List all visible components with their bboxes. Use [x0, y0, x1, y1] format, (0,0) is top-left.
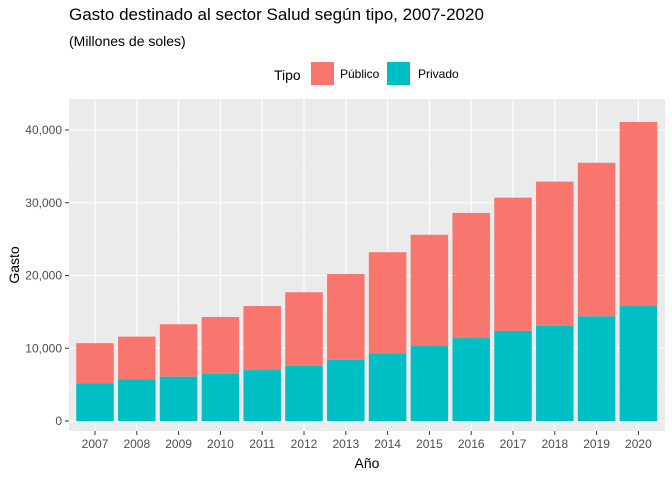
x-tick-label: 2020: [625, 437, 652, 451]
bar-privado-2011: [243, 370, 281, 421]
bar-privado-2008: [118, 379, 156, 421]
bar-privado-2012: [285, 365, 323, 421]
x-tick-label: 2011: [249, 437, 275, 451]
x-tick-label: 2009: [165, 437, 192, 451]
bar-publico-2009: [159, 324, 198, 377]
y-tick-label: 10,000: [25, 341, 62, 355]
bar-publico-2008: [118, 336, 156, 380]
legend: Tipo Público Privado: [274, 62, 459, 85]
x-axis: 2007 2008 2009 2010 2011 2012 2013 2014 2015 2016…: [82, 431, 652, 451]
bar-privado-2019: [577, 316, 616, 421]
bar-privado-2018: [536, 325, 574, 421]
bar-publico-2020: [619, 121, 658, 307]
y-tick-label: 0: [55, 414, 62, 428]
bar-publico-2007: [76, 343, 114, 384]
bar-privado-2015: [410, 346, 449, 421]
x-tick-label: 2015: [416, 437, 443, 451]
x-tick-label: 2007: [82, 437, 109, 451]
bar-privado-2013: [327, 359, 365, 421]
x-tick-label: 2017: [500, 437, 527, 451]
bar-publico-2018: [536, 181, 574, 326]
x-tick-label: 2013: [332, 437, 359, 451]
bar-publico-2011: [243, 306, 281, 371]
y-axis-title: Gasto: [6, 246, 22, 284]
bar-privado-2017: [494, 330, 532, 421]
x-tick-label: 2012: [291, 437, 318, 451]
legend-swatch-publico: [311, 62, 334, 85]
bar-privado-2010: [201, 373, 240, 421]
bar-privado-2020: [619, 306, 658, 421]
legend-label-publico: Público: [340, 67, 380, 81]
chart-subtitle: (Millones de soles): [69, 33, 186, 49]
chart-title: Gasto destinado al sector Salud según ti…: [69, 5, 484, 24]
x-tick-label: 2016: [458, 437, 485, 451]
y-axis: 0 10,000 20,000 30,000 40,000: [25, 123, 69, 428]
bar-privado-2014: [368, 353, 407, 421]
bar-publico-2010: [201, 316, 240, 374]
x-tick-label: 2010: [207, 437, 234, 451]
bar-publico-2015: [410, 234, 449, 347]
y-tick-label: 30,000: [25, 196, 62, 210]
x-tick-label: 2018: [541, 437, 568, 451]
bars: [76, 121, 658, 421]
plot-panel: [69, 99, 665, 431]
x-tick-label: 2019: [583, 437, 610, 451]
x-tick-label: 2014: [374, 437, 401, 451]
bar-publico-2013: [327, 274, 365, 360]
legend-label-privado: Privado: [418, 67, 459, 81]
bar-publico-2012: [285, 292, 323, 366]
x-axis-title: Año: [355, 455, 380, 471]
bar-privado-2016: [452, 338, 490, 421]
y-tick-label: 20,000: [25, 269, 62, 283]
x-tick-label: 2008: [123, 437, 150, 451]
legend-swatch-privado: [387, 62, 410, 85]
bar-publico-2019: [577, 162, 616, 317]
bar-publico-2014: [368, 252, 407, 354]
legend-title: Tipo: [274, 67, 301, 83]
bar-privado-2007: [76, 383, 114, 421]
bar-publico-2017: [494, 197, 532, 331]
bar-privado-2009: [159, 376, 198, 421]
y-tick-label: 40,000: [25, 123, 62, 137]
bar-publico-2016: [452, 212, 490, 339]
